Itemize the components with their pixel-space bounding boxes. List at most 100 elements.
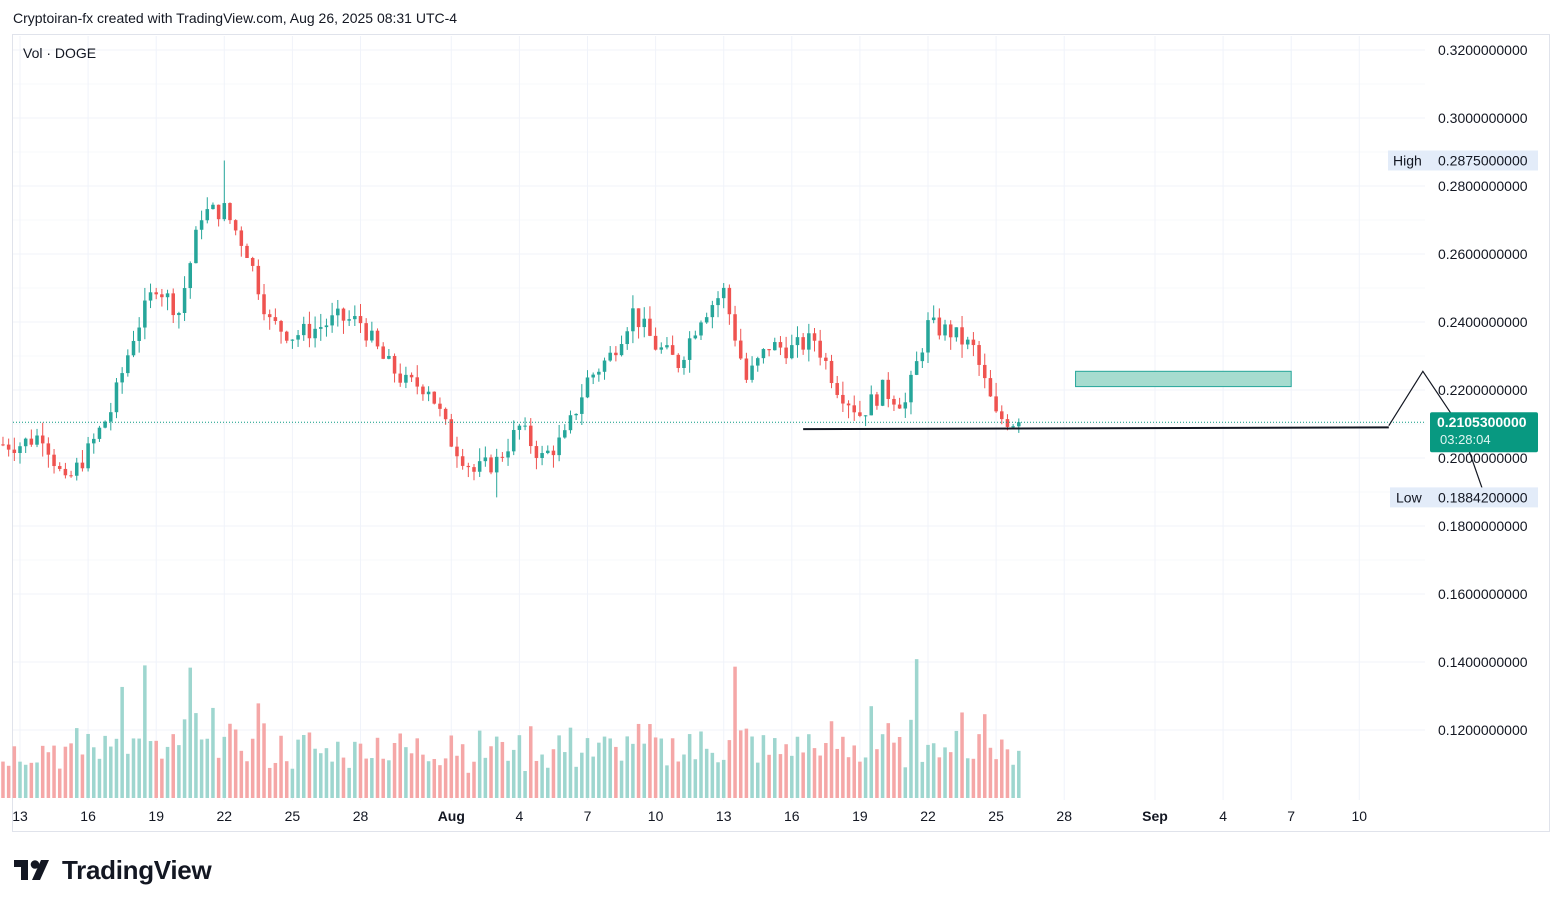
volume-bar [1000,739,1004,798]
volume-bar [432,758,437,798]
volume-bar [245,761,249,798]
candle-body [659,347,664,350]
y-axis-tick-label: 0.1200000000 [1438,722,1528,738]
candle-body [273,317,278,321]
candle-body [154,292,158,295]
candle-body [960,327,964,345]
candle-body [284,331,289,341]
candle-body [914,361,919,375]
candle-body [602,360,607,372]
volume-bar [74,728,79,798]
x-axis-tick-label: 13 [12,808,28,824]
volume-bar [364,758,368,798]
volume-bar [262,723,266,798]
candle-body [267,314,272,318]
candle-body [182,288,187,314]
volume-bar [347,767,351,798]
volume-bar [1005,749,1010,798]
candle-body [148,292,153,301]
volume-bar [267,767,272,798]
candle-body [892,398,896,405]
candle-body [523,425,527,427]
volume-bar [97,758,102,798]
volume-bar [597,742,601,798]
volume-bar [897,736,902,798]
volume-bar [148,741,153,798]
candle-body [69,475,73,477]
volume-bar [784,744,788,798]
y-axis-tick-label: 0.2600000000 [1438,246,1528,262]
candle-body [177,313,181,316]
x-axis-tick-label: Aug [438,808,465,824]
volume-bar [216,757,221,798]
volume-bar [6,765,11,798]
candle-body [245,245,249,259]
volume-bar [18,761,22,798]
volume-bar [199,739,204,798]
tradingview-logo: TradingView [14,855,212,886]
volume-bar [477,730,482,798]
candle-body [12,449,17,453]
candle-body [137,327,141,341]
volume-bar [790,755,794,798]
chart-caption: Cryptoiran-fx created with TradingView.c… [13,10,458,26]
volume-bar [960,712,964,798]
support-line [803,426,1389,431]
volume-bar [494,736,499,798]
candle-body [494,456,499,473]
candle-body [228,203,232,221]
volume-bar [375,737,380,798]
candle-body [784,347,788,359]
candle-body [534,446,539,459]
candle-body [636,308,641,328]
volume-bar [710,752,715,798]
volume-bar [307,732,312,798]
volume-bar [625,736,629,798]
volume-bar [69,743,73,798]
volume-bar [846,757,851,798]
candle-body [160,294,164,298]
volume-bar [46,752,51,798]
volume-bar [914,659,919,798]
candle-body [35,435,39,445]
volume-bar [653,737,658,798]
high-label-bg [1388,150,1538,171]
volume-bar [761,735,766,798]
candle-body [897,404,902,409]
x-axis-tick-label: Sep [1142,808,1168,824]
candle-body [426,391,431,395]
candle-body [982,364,987,379]
y-axis-tick-label: 0.3200000000 [1438,42,1528,58]
low-label-tag: Low [1396,489,1423,505]
low-label-value: 0.1884200000 [1438,489,1528,505]
volume-bar [171,734,175,798]
volume-bar [194,713,198,798]
volume-bar [421,754,425,798]
candle-body [682,359,686,368]
candle-body [988,378,993,397]
candle-body [846,403,851,406]
volume-bar [1,761,5,798]
volume-bar [540,754,544,798]
x-axis-tick-label: 25 [285,808,301,824]
candle-body [546,450,550,454]
x-axis-tick-label: 4 [1219,808,1227,824]
candle-body [97,427,102,439]
candle-body [86,443,90,469]
candle-body [256,265,261,295]
volume-bar [716,762,720,798]
x-axis-tick-label: 13 [716,808,732,824]
volume-bar [982,714,987,798]
candle-body [290,339,295,341]
volume-bar [319,753,323,798]
volume-bar [863,757,868,798]
candle-body [608,352,612,361]
high-label-value: 0.2875000000 [1438,153,1528,169]
chart-frame[interactable] [12,34,1550,832]
candle-body [455,446,459,457]
volume-bar [546,767,550,798]
candle-body [858,412,862,416]
volume-bar [211,707,215,798]
volume-legend: Vol · DOGE [23,45,97,61]
